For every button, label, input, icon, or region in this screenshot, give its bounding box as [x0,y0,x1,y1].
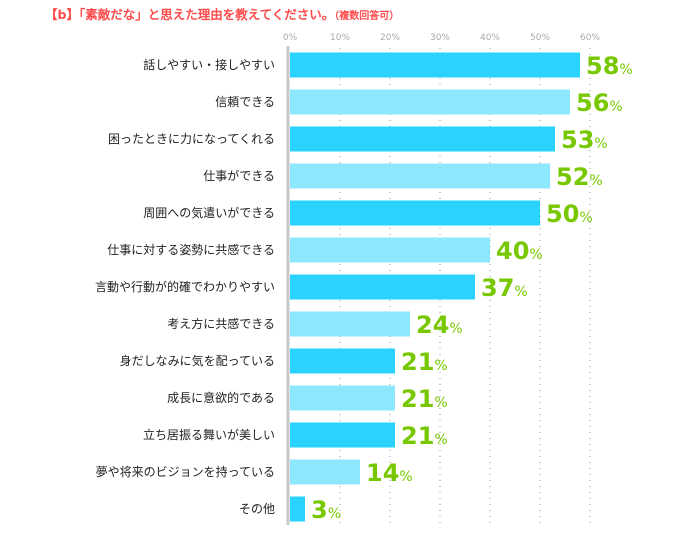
category-label: 考え方に共感できる [167,316,275,331]
category-label: 言動や行動が的確でわかりやすい [95,279,275,294]
bar [290,237,490,263]
tick-label: 40% [480,33,500,43]
value-label: 24% [416,311,463,339]
bar [290,496,305,522]
bar [290,52,580,78]
category-label: 周囲への気遣いができる [143,205,275,220]
category-label: 仕事に対する姿勢に共感できる [107,242,275,257]
value-label: 37% [481,274,528,302]
bar [290,126,555,152]
bar [290,422,395,448]
value-label: 53% [561,126,608,154]
bar [290,200,540,226]
category-label: 立ち居振る舞いが美しい [143,427,275,442]
bar [290,274,475,300]
category-label: 身だしなみに気を配っている [120,353,275,368]
value-label: 14% [366,459,413,487]
chart-title: 【b】「素敵だな」と思えた理由を教えてください。（複数回答可） [45,4,399,23]
category-label: 話しやすい・接しやすい [143,57,275,72]
value-label: 21% [401,385,448,413]
title-text: 【b】「素敵だな」と思えた理由を教えてください。 [45,7,335,22]
tick-label: 10% [330,33,350,43]
category-label: 夢や将来のビジョンを持っている [96,464,275,479]
category-label: 成長に意欲的である [167,390,275,405]
tick-label: 20% [380,33,400,43]
bar [290,348,395,374]
category-label: 困ったときに力になってくれる [108,132,275,146]
tick-label: 0% [283,33,298,43]
category-label: 仕事ができる [203,168,275,183]
value-label: 21% [401,422,448,450]
tick-label: 60% [580,33,600,43]
bar [290,311,410,337]
value-label: 40% [496,237,543,265]
value-label: 50% [546,200,593,228]
tick-label: 30% [430,33,450,43]
value-label: 56% [576,89,623,117]
bar [290,89,570,115]
bar [290,163,550,189]
category-label: 信頼できる [215,95,275,109]
title-note: （複数回答可） [334,11,400,22]
bar [290,385,395,411]
value-label: 21% [401,348,448,376]
tick-label: 50% [530,33,550,43]
value-label: 3% [311,496,341,524]
value-label: 58% [586,52,633,80]
bar [290,459,360,485]
category-label: その他 [239,502,275,516]
value-label: 52% [556,163,603,191]
